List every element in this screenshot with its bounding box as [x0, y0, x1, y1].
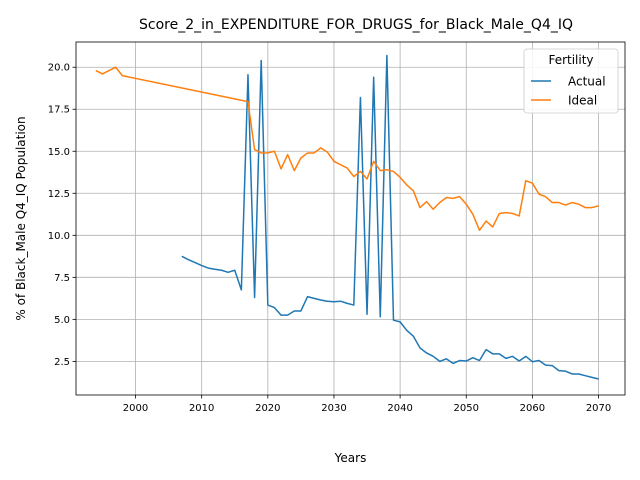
y-tick-label: 10.0	[48, 231, 70, 242]
legend-title: Fertility	[548, 53, 593, 67]
x-axis: 2000 2010 2020 2030 2040 2050 2060 2070	[123, 395, 611, 414]
y-tick-label: 5.0	[54, 315, 70, 326]
y-tick-label: 7.5	[54, 273, 70, 284]
x-tick-label: 2070	[586, 403, 611, 414]
x-tick-label: 2020	[255, 403, 280, 414]
x-tick-label: 2030	[321, 403, 346, 414]
legend: Fertility Actual Ideal	[523, 48, 619, 114]
plot-area	[75, 41, 626, 396]
x-axis-label: Years	[334, 451, 367, 465]
x-tick-label: 2050	[454, 403, 479, 414]
series-line-actual	[181, 54, 599, 380]
x-tick-label: 2000	[123, 403, 148, 414]
y-axis: 2.5 5.0 7.5 10.0 12.5 15.0 17.5 20.0	[48, 63, 76, 368]
series-layer	[95, 54, 599, 380]
y-tick-label: 17.5	[48, 105, 70, 116]
legend-box	[523, 48, 619, 114]
x-tick-label: 2010	[189, 403, 214, 414]
legend-label-actual: Actual	[568, 75, 606, 89]
chart-title: Score_2_in_EXPENDITURE_FOR_DRUGS_for_Bla…	[139, 17, 573, 33]
y-tick-label: 12.5	[48, 189, 70, 200]
legend-label-ideal: Ideal	[568, 94, 597, 108]
series-line-ideal	[95, 66, 599, 232]
y-tick-label: 15.0	[48, 147, 70, 158]
y-axis-label: % of Black_Male Q4_IQ Population	[14, 116, 28, 320]
x-tick-label: 2060	[520, 403, 545, 414]
y-tick-label: 20.0	[48, 63, 70, 74]
y-tick-label: 2.5	[54, 357, 70, 368]
x-tick-label: 2040	[387, 403, 412, 414]
